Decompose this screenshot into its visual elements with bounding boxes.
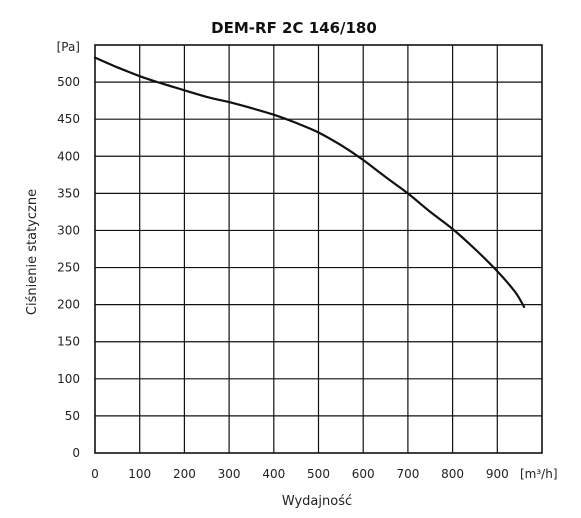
x-tick-label: 700 — [396, 467, 419, 481]
x-tick-label: 900 — [486, 467, 509, 481]
y-axis-label: Ciśnienie statyczne — [25, 189, 40, 315]
x-tick-label: 100 — [128, 467, 151, 481]
series-line — [93, 56, 526, 308]
x-tick-label: 400 — [262, 467, 285, 481]
y-tick-label: 150 — [57, 335, 80, 349]
y-tick-label: 100 — [57, 372, 80, 386]
x-tick-label: 300 — [218, 467, 241, 481]
x-unit-label: [m³/h] — [520, 467, 558, 481]
y-tick-label: 500 — [57, 75, 80, 89]
x-tick-label: 600 — [352, 467, 375, 481]
y-tick-label: 0 — [72, 446, 80, 460]
y-tick-label: 250 — [57, 261, 80, 275]
y-tick-label: 350 — [57, 186, 80, 200]
y-tick-label: 300 — [57, 223, 80, 237]
y-tick-label: 450 — [57, 112, 80, 126]
y-tick-labels: 0 50 100 150 200 250 300 350 400 450 500 — [57, 75, 80, 460]
chart-title: DEM-RF 2C 146/180 — [211, 19, 377, 37]
x-tick-labels: 0 100 200 300 400 500 600 700 800 900 — [91, 467, 509, 481]
y-tick-label: 50 — [65, 409, 80, 423]
y-unit-label: [Pa] — [57, 40, 80, 54]
y-tick-label: 200 — [57, 298, 80, 312]
x-axis-label: Wydajność — [282, 494, 352, 509]
x-tick-label: 800 — [441, 467, 464, 481]
y-tick-label: 400 — [57, 149, 80, 163]
x-tick-label: 200 — [173, 467, 196, 481]
x-tick-label: 500 — [307, 467, 330, 481]
x-tick-label: 0 — [91, 467, 99, 481]
grid — [94, 44, 543, 454]
